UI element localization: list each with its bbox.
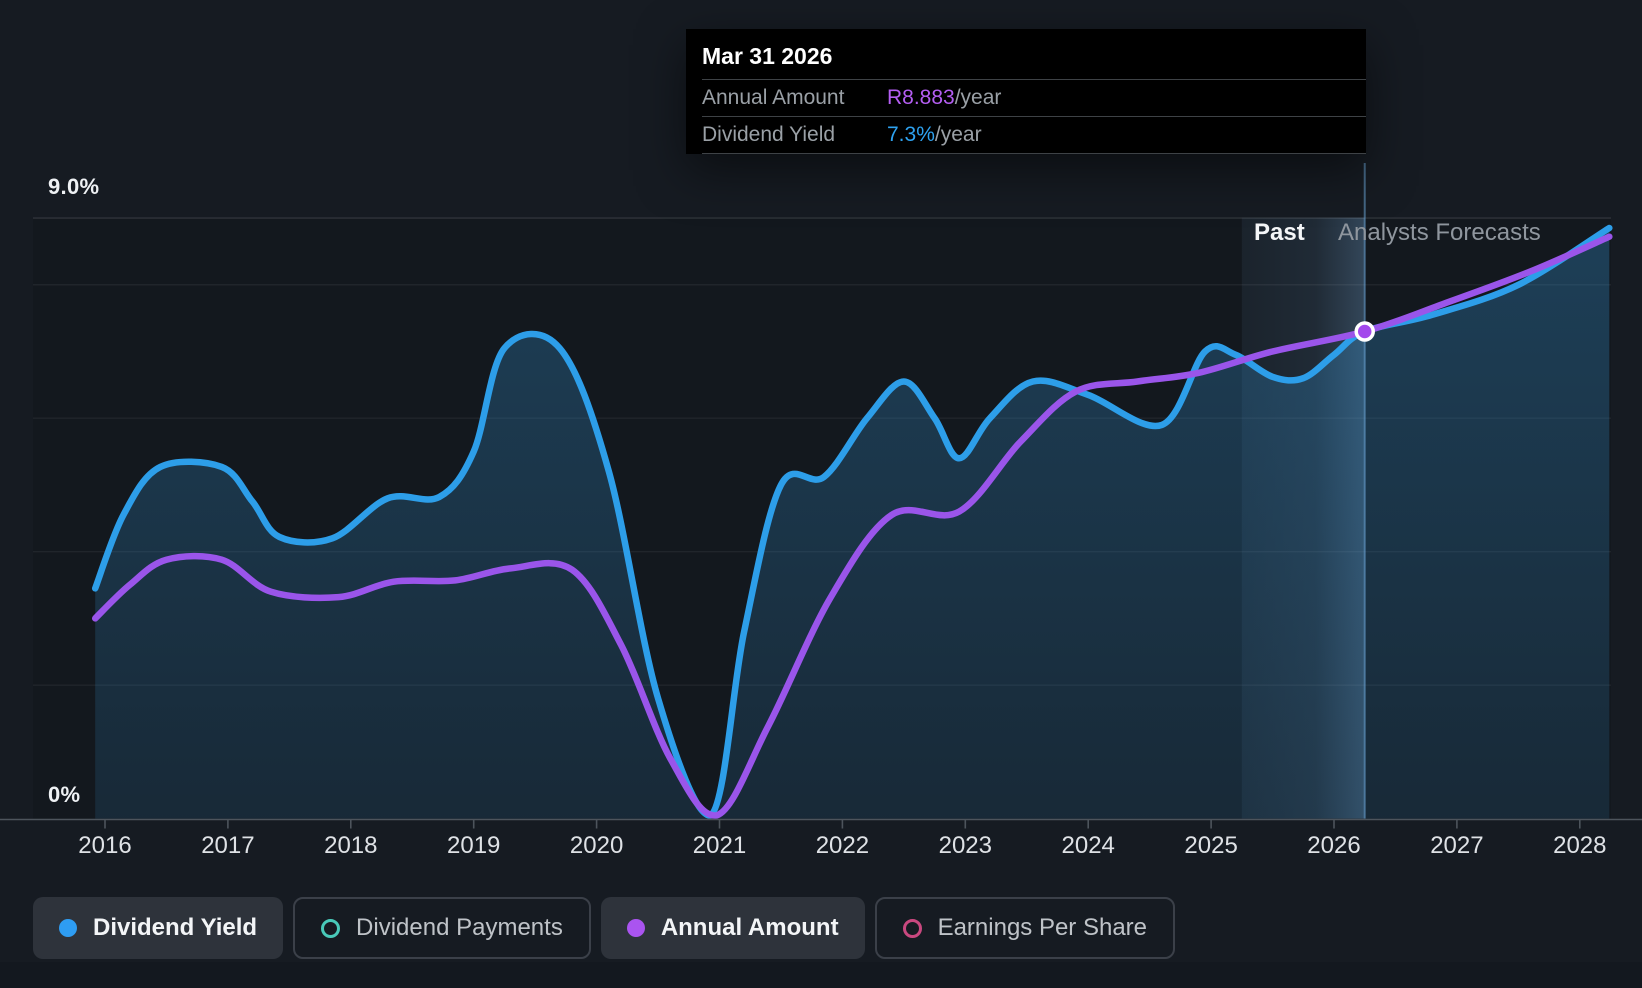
x-axis-label-2019: 2019 (446, 832, 501, 859)
line-annual-amount[interactable] (91, 233, 1613, 819)
annual-amount-swatch-icon (626, 919, 645, 937)
dividend-yield-swatch-icon (59, 919, 77, 937)
legend-item-label: Annual Amount (660, 914, 839, 941)
tooltip-row-annual-amount: Annual Amount R8.883/year (702, 79, 1366, 116)
tooltip-row-value: 7.3% (887, 123, 935, 146)
x-axis-label-2027: 2027 (1430, 832, 1484, 859)
legend-item-earnings-per-share[interactable]: Earnings Per Share (874, 897, 1176, 959)
tooltip-row-dividend-yield: Dividend Yield 7.3%/year (702, 116, 1366, 154)
area-fill-dividend-yield (95, 228, 1610, 819)
chart-tooltip: Mar 31 2026 Annual Amount R8.883/year Divi… (686, 29, 1366, 154)
legend: Dividend Yield Dividend Payments Annual Am… (33, 897, 1176, 959)
x-axis-label-2016: 2016 (78, 832, 132, 859)
x-axis-label-2028: 2028 (1553, 832, 1607, 859)
x-axis-label-2025: 2025 (1184, 832, 1238, 859)
legend-item-label: Earnings Per Share (937, 914, 1148, 941)
x-axis-label-2024: 2024 (1061, 832, 1115, 859)
tooltip-row-suffix: /year (934, 123, 982, 146)
tooltip-date: Mar 31 2026 (702, 43, 833, 69)
x-axis-label-2017: 2017 (201, 832, 255, 859)
x-axis-label-2026: 2026 (1307, 832, 1361, 859)
legend-item-dividend-payments[interactable]: Dividend Payments (293, 897, 591, 959)
y-axis-min-label: 0% (48, 782, 81, 807)
forecast-region-label: Analysts Forecasts (1338, 219, 1541, 246)
tooltip-row-value: R8.883 (887, 86, 955, 109)
x-axis-label-2020: 2020 (569, 832, 624, 859)
earnings-per-share-swatch-icon (902, 918, 922, 938)
dividend-payments-swatch-icon (321, 918, 341, 938)
legend-item-annual-amount[interactable]: Annual Amount (600, 897, 865, 959)
x-axis-label-2018: 2018 (324, 832, 378, 859)
tooltip-row-suffix: /year (954, 86, 1002, 109)
legend-item-dividend-yield[interactable]: Dividend Yield (33, 897, 284, 959)
past-region-label: Past (1254, 219, 1305, 246)
x-axis-label-2021: 2021 (692, 832, 747, 859)
bottom-strip (0, 962, 1642, 988)
x-axis-label-2022: 2022 (815, 832, 870, 859)
x-axis-label-2023: 2023 (938, 832, 992, 859)
tooltip-row-label: Annual Amount (702, 86, 845, 109)
legend-item-label: Dividend Payments (356, 914, 563, 941)
line-dividend-yield[interactable] (91, 224, 1613, 819)
selected-point-marker[interactable] (1354, 321, 1375, 342)
y-axis-max-label: 9.0% (48, 174, 100, 199)
legend-item-label: Dividend Yield (93, 914, 258, 941)
tooltip-row-label: Dividend Yield (702, 123, 836, 146)
